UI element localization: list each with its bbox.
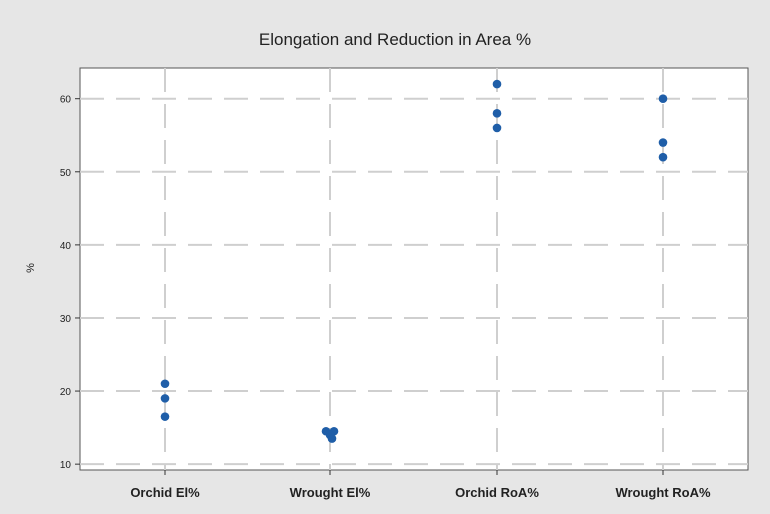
data-point (492, 109, 502, 118)
y-tick-label: 60 (60, 95, 72, 106)
y-tick-label: 20 (60, 387, 72, 398)
chart-title: Elongation and Reduction in Area % (259, 30, 531, 49)
x-tick-label: Wrought El% (290, 485, 371, 500)
data-point (160, 379, 170, 389)
data-point (658, 152, 668, 162)
data-point (160, 412, 170, 421)
y-tick-label: 10 (60, 460, 72, 471)
y-tick-label: 50 (60, 168, 72, 179)
data-point (160, 394, 170, 403)
y-tick-label: 30 (60, 314, 72, 325)
data-points (160, 79, 668, 443)
data-point (327, 434, 337, 443)
x-tick-label: Orchid El% (130, 485, 200, 500)
grid-lines (80, 68, 748, 470)
data-point (658, 94, 668, 103)
x-tick-label: Wrought RoA% (615, 485, 711, 500)
x-tick-label: Orchid RoA% (455, 485, 539, 500)
data-point (492, 123, 502, 133)
data-point (658, 138, 668, 147)
y-axis-ticks: 10 20 30 40 50 60 (60, 95, 80, 471)
y-tick-label: 40 (60, 241, 72, 252)
x-axis-ticks: Orchid El% Wrought El% Orchid RoA% Wrought … (130, 470, 711, 500)
y-axis-label: % (25, 263, 37, 273)
data-point (492, 79, 502, 89)
plot-area (79, 67, 749, 471)
